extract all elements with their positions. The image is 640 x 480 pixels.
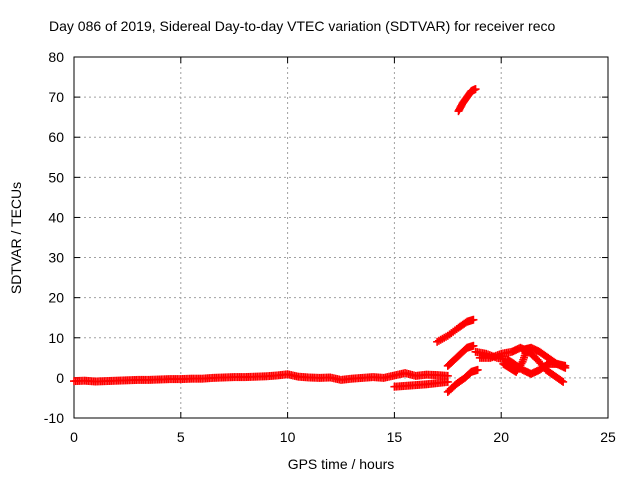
y-tick-label: 30	[48, 250, 64, 266]
y-tick-label: 50	[48, 169, 64, 185]
y-tick-label: 20	[48, 290, 64, 306]
x-axis-label: GPS time / hours	[287, 456, 395, 472]
y-tick-label: 80	[48, 49, 64, 65]
axes	[73, 56, 609, 419]
x-tick-label: 10	[280, 429, 296, 445]
data-point	[471, 85, 480, 94]
data-point	[517, 359, 526, 368]
y-tick-label: 0	[56, 370, 64, 386]
y-tick-label: -10	[44, 410, 64, 426]
y-tick-label: 70	[48, 89, 64, 105]
data-point	[443, 377, 452, 386]
grid	[74, 57, 608, 418]
x-tick-label: 15	[387, 429, 403, 445]
data-point	[469, 341, 478, 350]
y-tick-label: 60	[48, 129, 64, 145]
data-point	[469, 315, 478, 324]
data-point	[561, 363, 570, 372]
y-axis-label: SDTVAR / TECUs	[8, 181, 24, 295]
data-point	[559, 377, 568, 386]
x-tick-label: 5	[177, 429, 185, 445]
data-point	[557, 376, 566, 385]
y-tick-label: 10	[48, 330, 64, 346]
plot-border	[73, 56, 609, 419]
data-point	[473, 365, 482, 374]
chart-title: Day 086 of 2019, Sidereal Day-to-day VTE…	[49, 18, 556, 34]
x-tick-label: 0	[70, 429, 78, 445]
y-tick-label: 40	[48, 209, 64, 225]
tick-labels: 0 5 10 15 20 25 -10 0 10 20 30 40 50 60 70 80	[44, 49, 616, 445]
x-tick-label: 25	[600, 429, 616, 445]
data-points	[70, 85, 570, 396]
x-tick-label: 20	[493, 429, 509, 445]
